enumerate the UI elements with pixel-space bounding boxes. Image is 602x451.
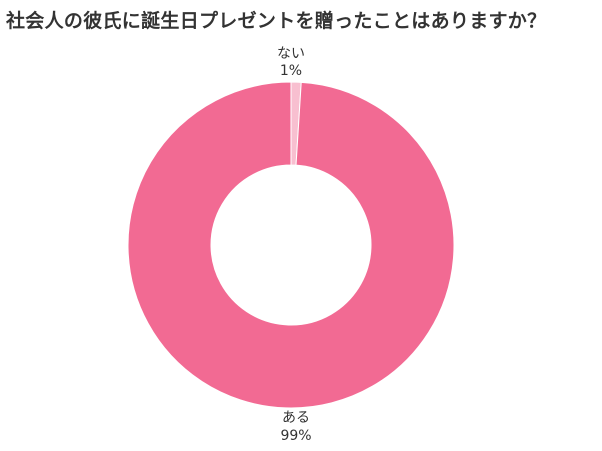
slice-label-1: ある (282, 410, 310, 426)
slice-label-0: ない (277, 46, 305, 62)
slice-value-1: 99% (280, 428, 311, 444)
chart-title: 社会人の彼氏に誕生日プレゼントを贈ったことはありますか？ (6, 10, 547, 32)
pie-slice-1 (127, 81, 455, 409)
slice-value-0: 1% (280, 63, 302, 79)
